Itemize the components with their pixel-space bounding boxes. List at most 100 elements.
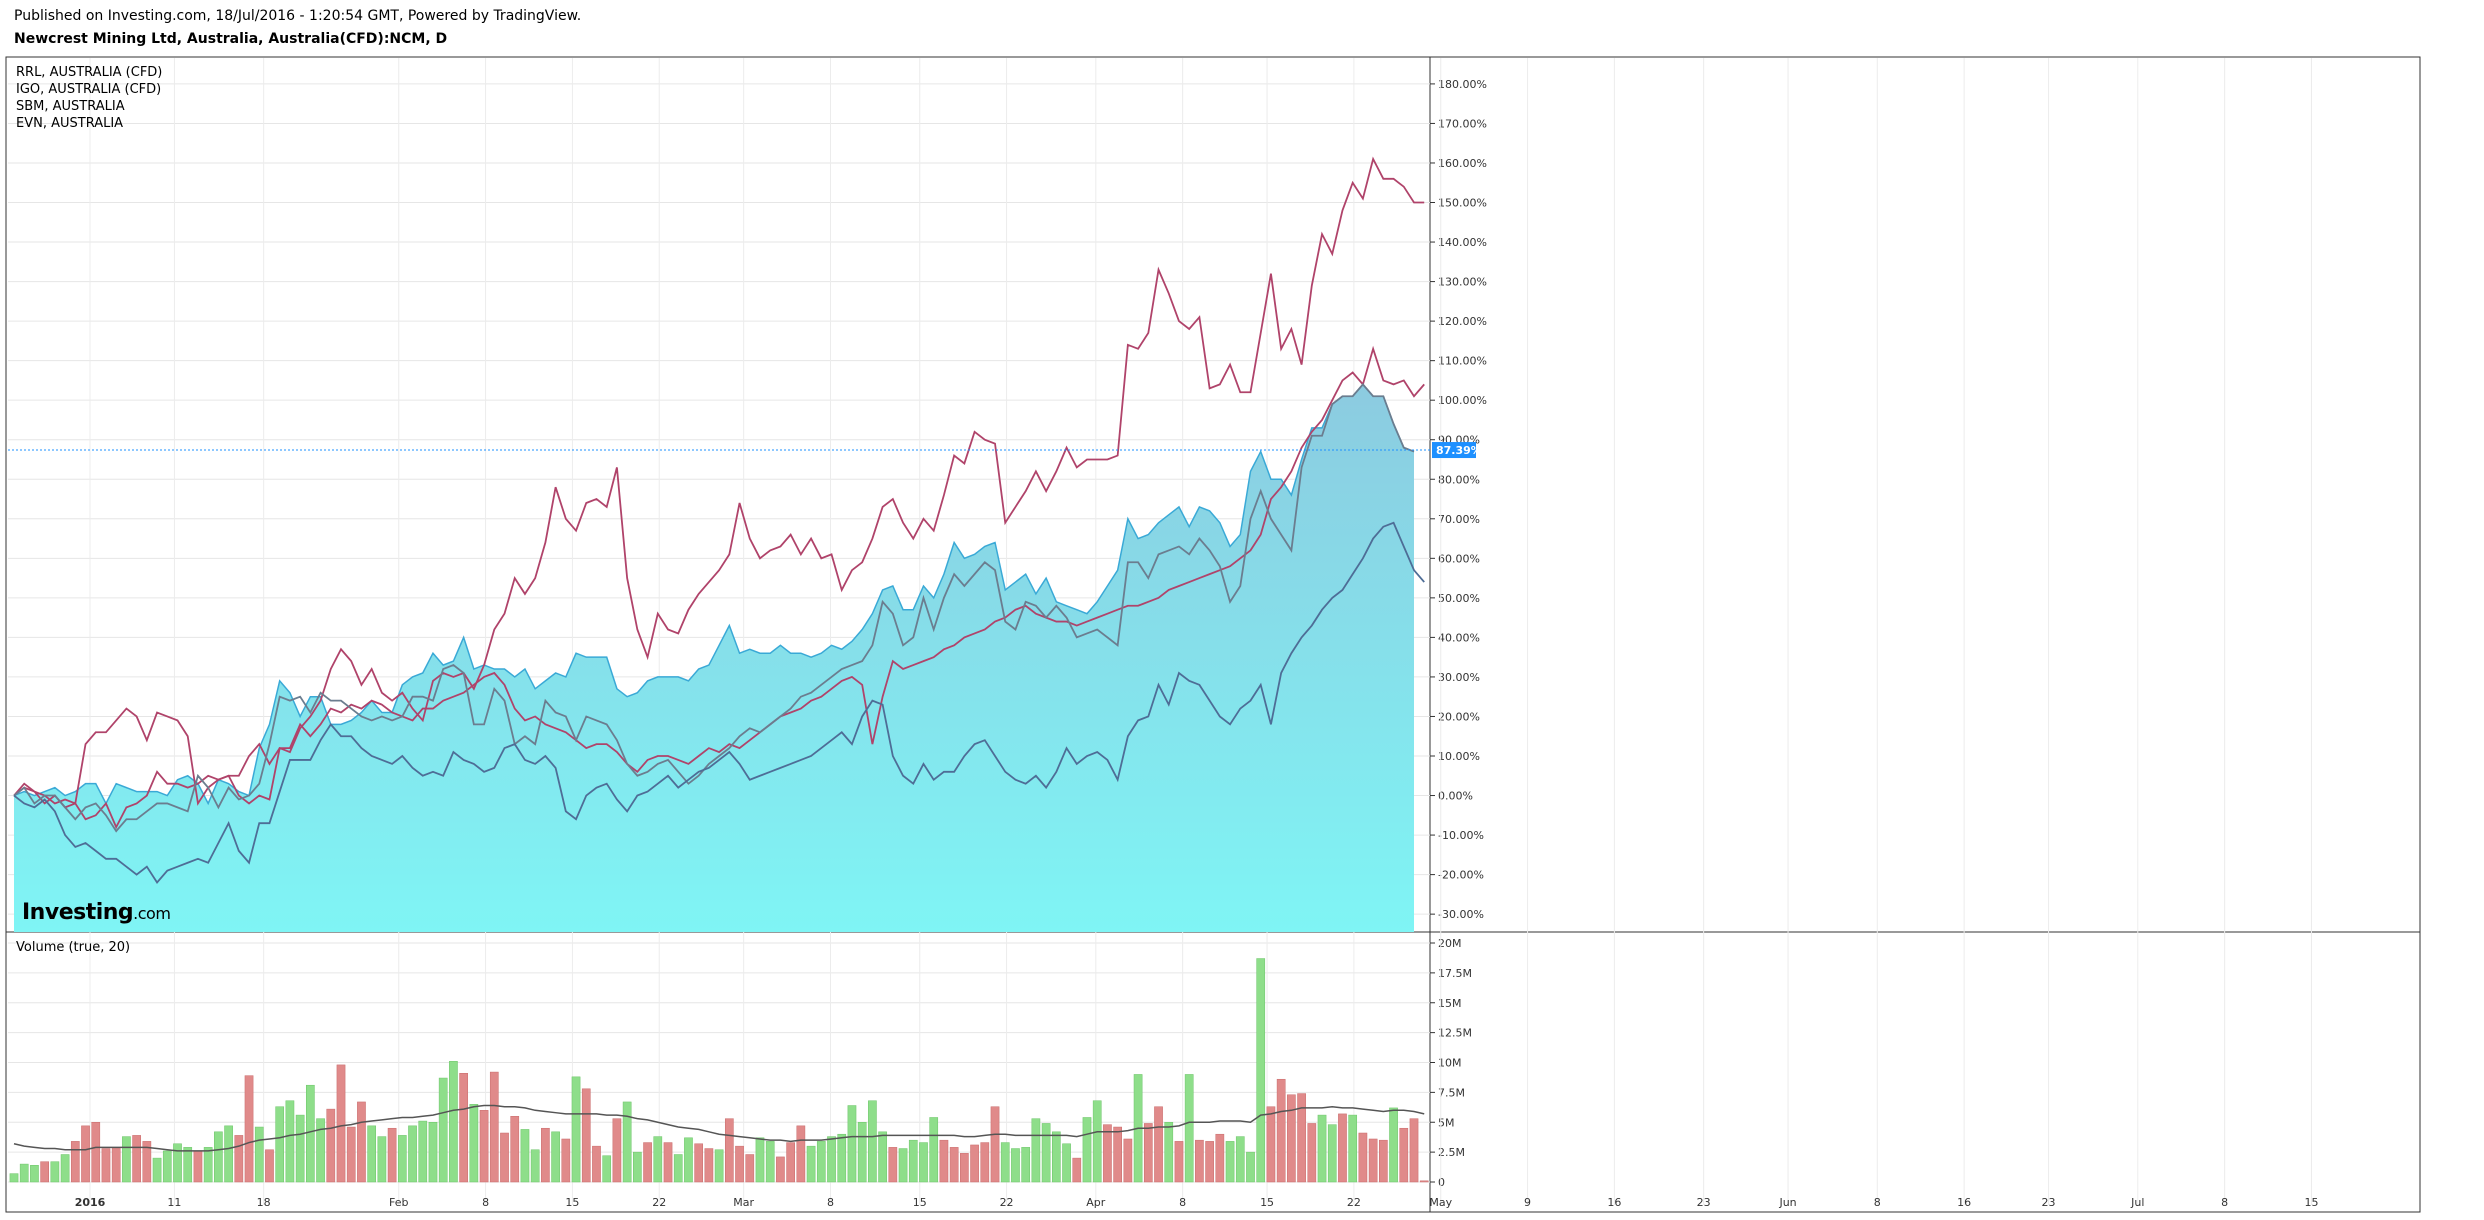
x-tick-label: 23 — [2042, 1196, 2056, 1209]
legend-item-evn[interactable]: EVN, AUSTRALIA — [16, 116, 124, 131]
volume-bar — [295, 1114, 305, 1183]
x-tick-label: Mar — [733, 1196, 754, 1209]
volume-bar — [837, 1133, 847, 1183]
volume-bar — [111, 1147, 121, 1183]
volume-bar — [203, 1147, 213, 1183]
legend-item-rrl[interactable]: RRL, AUSTRALIA (CFD) — [16, 65, 163, 80]
volume-bar — [796, 1125, 806, 1183]
x-tick-label: 2016 — [75, 1196, 106, 1209]
volume-bar — [1235, 1136, 1245, 1183]
x-tick-label: 23 — [1697, 1196, 1711, 1209]
volume-bar — [1256, 958, 1266, 1183]
x-tick-label: Jul — [2130, 1196, 2144, 1209]
y-tick-label: 15M — [1438, 997, 1462, 1010]
volume-bar — [244, 1075, 254, 1183]
volume-bar — [60, 1154, 70, 1183]
volume-bar — [1154, 1106, 1163, 1183]
volume-bar — [949, 1147, 959, 1183]
chart-frame — [5, 56, 2421, 1213]
volume-bar — [776, 1156, 785, 1183]
volume-bar — [827, 1136, 836, 1183]
x-tick-label: 8 — [482, 1196, 489, 1209]
volume-bar — [479, 1110, 489, 1183]
y-tick-label: 100.00% — [1438, 394, 1487, 407]
volume-bar — [847, 1105, 857, 1183]
series-line-sbm — [13, 382, 1415, 833]
volume-bar — [265, 1149, 274, 1183]
volume-bar — [1021, 1147, 1031, 1183]
y-tick-label: 150.00% — [1438, 197, 1487, 210]
y-tick-label: 160.00% — [1438, 157, 1487, 170]
volume-bar — [193, 1150, 203, 1183]
volume-bar — [673, 1154, 683, 1183]
volume-bar — [285, 1100, 295, 1183]
published-note: Published on Investing.com, 18/Jul/2016 … — [14, 8, 582, 24]
x-tick-label: 9 — [1524, 1196, 1531, 1209]
volume-bar — [622, 1101, 632, 1183]
volume-bar — [684, 1137, 693, 1183]
volume-bar — [40, 1161, 49, 1183]
volume-bar — [9, 1173, 19, 1183]
current-value-label: 87.39% — [1436, 444, 1482, 457]
series-line-igo — [13, 345, 1425, 830]
volume-bar — [336, 1064, 346, 1183]
volume-bar — [929, 1117, 939, 1183]
volume-bar — [234, 1135, 244, 1183]
volume-bar — [408, 1125, 417, 1183]
volume-bar — [316, 1118, 325, 1183]
x-tick-label: Feb — [389, 1196, 408, 1209]
y-tick-label: 140.00% — [1438, 236, 1487, 249]
volume-bar — [1348, 1114, 1358, 1183]
volume-bar — [30, 1165, 39, 1183]
volume-bar — [1123, 1138, 1133, 1183]
volume-bar — [1225, 1141, 1235, 1183]
volume-bar — [561, 1138, 571, 1183]
volume-moving-average-line — [13, 1104, 1425, 1152]
volume-bar — [1368, 1138, 1378, 1183]
x-tick-label: 15 — [913, 1196, 927, 1209]
volume-bar — [878, 1131, 887, 1183]
volume-bar — [735, 1145, 744, 1183]
volume-bar — [888, 1147, 898, 1183]
x-tick-label: Apr — [1086, 1196, 1106, 1209]
volume-bar — [254, 1126, 264, 1183]
volume-bar — [663, 1142, 673, 1183]
volume-bar — [459, 1073, 468, 1183]
y-tick-label: 5M — [1438, 1116, 1455, 1129]
volume-bar — [1379, 1139, 1388, 1183]
volume-bar — [19, 1163, 29, 1183]
volume-bar — [214, 1131, 223, 1183]
volume-bar — [500, 1132, 509, 1183]
y-tick-label: 120.00% — [1438, 315, 1487, 328]
x-tick-label: 22 — [1000, 1196, 1014, 1209]
volume-bar — [1246, 1151, 1255, 1183]
volume-bar — [980, 1142, 990, 1183]
volume-bar — [152, 1157, 162, 1183]
volume-bar — [449, 1061, 458, 1183]
volume-bar — [397, 1135, 407, 1183]
volume-bar — [714, 1149, 724, 1183]
volume-bar — [1113, 1126, 1122, 1183]
volume-bar — [428, 1122, 438, 1183]
volume-bar — [898, 1148, 908, 1183]
y-tick-label: -20.00% — [1438, 869, 1484, 882]
volume-bar — [1327, 1124, 1337, 1183]
volume-bar — [765, 1141, 775, 1183]
legend-item-igo[interactable]: IGO, AUSTRALIA (CFD) — [16, 82, 162, 97]
y-tick-label: 0 — [1438, 1176, 1445, 1189]
volume-bar — [592, 1145, 601, 1183]
volume-bar — [724, 1118, 734, 1183]
y-tick-label: 7.5M — [1438, 1086, 1465, 1099]
y-tick-label: 40.00% — [1438, 631, 1480, 644]
x-tick-label: May — [1429, 1196, 1452, 1209]
volume-bar — [541, 1127, 550, 1183]
x-tick-label: 15 — [565, 1196, 579, 1209]
volume-panel-label: Volume (true, 20) — [16, 940, 131, 955]
legend-item-sbm[interactable]: SBM, AUSTRALIA — [16, 99, 125, 114]
series-line-rrl — [13, 156, 1425, 806]
volume-bar — [367, 1125, 377, 1183]
x-tick-label: 22 — [1347, 1196, 1361, 1209]
volume-bar — [1307, 1123, 1317, 1183]
volume-bar — [704, 1148, 714, 1183]
